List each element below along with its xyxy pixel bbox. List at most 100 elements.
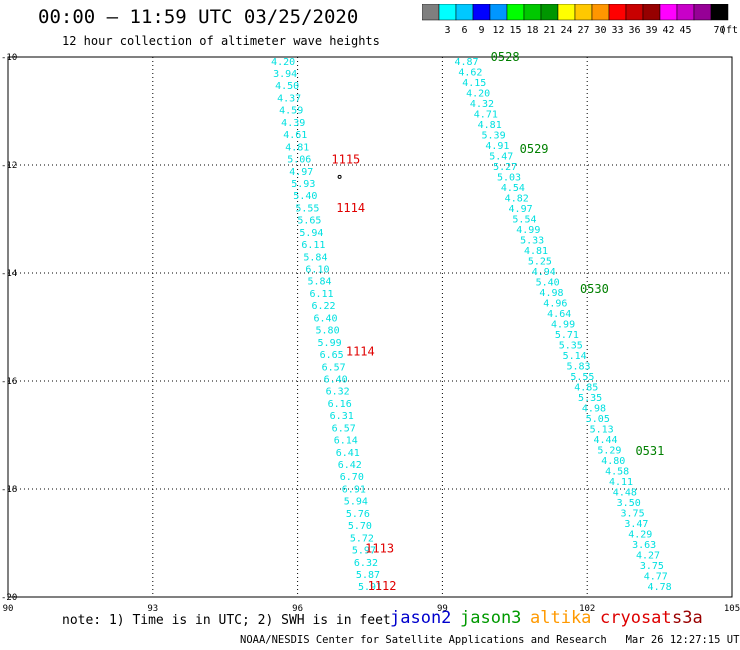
wave-height-value: 4.20 — [466, 88, 490, 99]
wave-height-value: 5.94 — [299, 228, 323, 239]
wave-height-value: 5.83 — [566, 362, 590, 373]
wave-height-value: 5.84 — [307, 277, 331, 288]
wave-height-value: 4.97 — [289, 167, 313, 178]
wave-height-value: 6.32 — [354, 558, 378, 569]
scale-label: 6 — [461, 25, 467, 36]
wave-height-value: 5.84 — [303, 252, 327, 263]
wave-height-value: 5.35 — [578, 393, 602, 404]
legend-cryosat: cryosat — [600, 608, 672, 628]
wave-height-value: 5.13 — [590, 425, 614, 436]
wave-height-value: 6.32 — [326, 387, 350, 398]
wave-height-value: 4.78 — [648, 582, 672, 593]
wave-height-value: 4.58 — [605, 467, 629, 478]
wave-height-value: 3.75 — [621, 509, 645, 520]
scale-label: 18 — [526, 25, 538, 36]
wave-height-value: 4.81 — [285, 142, 309, 153]
wave-height-value: 5.27 — [493, 162, 517, 173]
wave-height-value: 5.55 — [295, 203, 319, 214]
wave-height-value: 5.29 — [597, 446, 621, 457]
lat-tick-label: -18 — [1, 485, 17, 495]
scale-label: 30 — [594, 25, 606, 36]
time-label: 1115 — [331, 153, 360, 167]
wave-height-value: 6.14 — [334, 436, 358, 447]
wave-height-value: 4.64 — [547, 309, 571, 320]
wave-height-value: 6.91 — [342, 484, 366, 495]
wave-height-value: 5.76 — [346, 509, 370, 520]
wave-height-value: 4.44 — [593, 435, 617, 446]
lat-tick-label: -12 — [1, 161, 17, 171]
wave-height-value: 5.54 — [512, 214, 536, 225]
wave-height-value: 6.31 — [330, 411, 354, 422]
wave-height-value: 3.63 — [632, 540, 656, 551]
time-label: 0529 — [520, 142, 549, 156]
credit-line: NOAA/NESDIS Center for Satellite Applica… — [240, 634, 740, 646]
wave-height-value: 6.10 — [305, 265, 329, 276]
wave-height-value: 6.40 — [314, 313, 338, 324]
map-frame — [7, 56, 733, 598]
lon-tick-label: 93 — [147, 604, 158, 614]
wave-height-value: 4.99 — [551, 319, 575, 330]
time-label: 0530 — [580, 282, 609, 296]
wave-height-value: 4.71 — [474, 109, 498, 120]
wave-height-value: 4.11 — [609, 477, 633, 488]
wave-height-value: 5.55 — [570, 372, 594, 383]
wave-height-value: 4.29 — [628, 530, 652, 541]
wave-height-value: 4.82 — [505, 193, 529, 204]
wave-height-value: 4.32 — [470, 99, 494, 110]
wave-height-value: 4.98 — [582, 404, 606, 415]
wave-height-value: 4.85 — [574, 383, 598, 394]
wave-height-value: 5.06 — [287, 155, 311, 166]
lat-tick-label: -10 — [1, 53, 17, 63]
wave-height-value: 5.80 — [316, 326, 340, 337]
wave-height-value: 5.05 — [586, 414, 610, 425]
legend-jason3: jason3 — [460, 608, 522, 628]
wave-height-value: 6.57 — [332, 423, 356, 434]
wave-height-value: 4.99 — [516, 225, 540, 236]
wave-height-value: 4.81 — [524, 246, 548, 257]
lon-tick-label: 105 — [724, 604, 740, 614]
wave-height-value: 5.70 — [348, 521, 372, 532]
wave-height-value: 5.40 — [536, 277, 560, 288]
wave-height-value: 4.20 — [271, 57, 295, 68]
wave-height-value: 4.91 — [485, 141, 509, 152]
wave-height-value: 5.25 — [528, 256, 552, 267]
wave-height-value: 4.80 — [601, 456, 625, 467]
wave-height-value: 6.42 — [338, 460, 362, 471]
wave-height-value: 5.65 — [297, 216, 321, 227]
wave-height-value: 4.87 — [454, 57, 478, 68]
wave-height-value: 6.65 — [320, 350, 344, 361]
scale-label: 36 — [628, 25, 640, 36]
footnote: note: 1) Time is in UTC; 2) SWH is in fe… — [62, 613, 391, 628]
map-subtitle: 12 hour collection of altimeter wave hei… — [62, 34, 380, 48]
lon-tick-label: 96 — [292, 604, 303, 614]
time-label: 1114 — [346, 344, 375, 358]
wave-height-value: 4.39 — [281, 118, 305, 129]
wave-height-value: 5.39 — [482, 130, 506, 141]
wave-height-value: 5.97 — [352, 546, 376, 557]
wave-height-value: 5.99 — [318, 338, 342, 349]
wave-height-value: 5.72 — [350, 533, 374, 544]
wave-height-value: 4.15 — [462, 78, 486, 89]
wave-height-value: 4.59 — [279, 106, 303, 117]
wave-height-value: 3.75 — [640, 561, 664, 572]
wave-height-value: 5.03 — [497, 172, 521, 183]
wave-height-value: 5.33 — [520, 235, 544, 246]
wave-height-value: 4.27 — [636, 551, 660, 562]
wave-height-value: 6.11 — [309, 289, 333, 300]
wave-height-value: 3.50 — [617, 498, 641, 509]
wave-height-value: 6.70 — [340, 472, 364, 483]
scale-label: 27 — [577, 25, 589, 36]
wave-height-value: 4.97 — [509, 204, 533, 215]
scale-label: 9 — [478, 25, 484, 36]
lat-tick-label: -20 — [1, 593, 17, 603]
wave-height-value: 5.35 — [559, 341, 583, 352]
legend-jason2: jason2 — [390, 608, 452, 628]
time-label: 1112 — [368, 579, 397, 593]
wave-height-value: 4.37 — [277, 93, 301, 104]
wave-height-value: 4.54 — [501, 183, 525, 194]
time-label: 1114 — [336, 201, 365, 215]
wave-height-value: 6.11 — [301, 240, 325, 251]
wave-height-value: 4.50 — [275, 81, 299, 92]
time-label: 0531 — [635, 444, 664, 458]
wave-height-value: 6.57 — [322, 362, 346, 373]
